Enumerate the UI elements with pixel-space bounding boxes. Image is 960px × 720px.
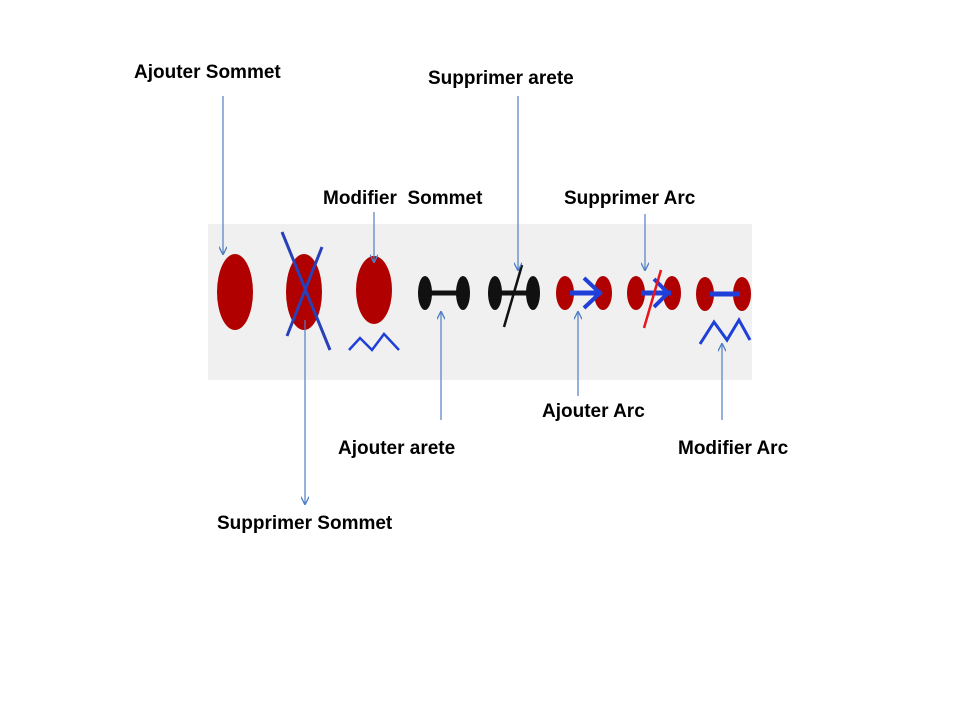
edit-arc-button[interactable]: [696, 277, 752, 345]
arc-crossed-icon: [627, 269, 681, 329]
arc-edit-icon: [696, 277, 752, 345]
vertex-edit-icon: [348, 256, 400, 352]
delete-arc-button[interactable]: [627, 269, 681, 329]
arc-icon: [556, 276, 612, 310]
delete-vertex-button[interactable]: [280, 231, 332, 351]
add-vertex-button[interactable]: [217, 254, 253, 330]
edge-crossed-icon: [488, 264, 540, 328]
pointer-arrows: [223, 96, 722, 504]
vertex-crossed-icon: [280, 231, 332, 351]
add-arc-button[interactable]: [556, 276, 612, 310]
label-modifier-sommet: Modifier Sommet: [323, 188, 483, 209]
delete-edge-button[interactable]: [488, 264, 540, 328]
label-supprimer-sommet: Supprimer Sommet: [217, 513, 393, 534]
edit-vertex-button[interactable]: [348, 256, 400, 352]
label-supprimer-arc: Supprimer Arc: [564, 188, 696, 209]
label-ajouter-sommet: Ajouter Sommet: [134, 62, 281, 83]
vertex-icon: [217, 254, 253, 330]
add-edge-button[interactable]: [418, 276, 470, 310]
label-ajouter-arete: Ajouter arete: [338, 438, 455, 459]
label-supprimer-arete: Supprimer arete: [428, 68, 574, 89]
label-modifier-arc: Modifier Arc: [678, 438, 789, 459]
edge-icon: [418, 276, 470, 310]
label-ajouter-arc: Ajouter Arc: [542, 401, 645, 422]
